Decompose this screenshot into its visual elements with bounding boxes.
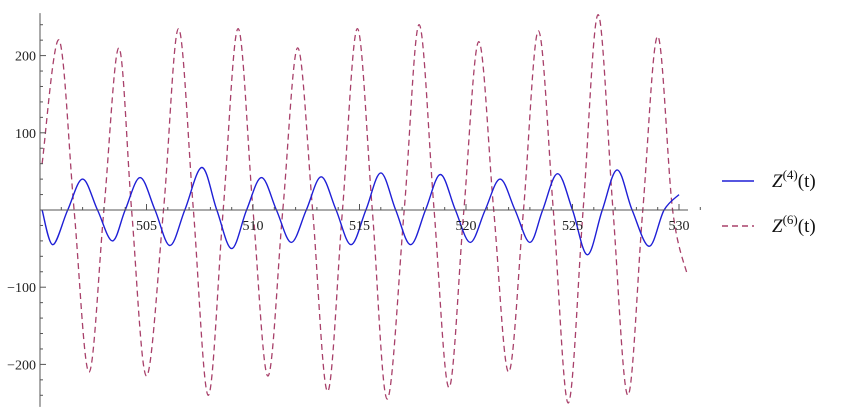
legend: Z(4)(t) Z(6)(t) (722, 167, 816, 237)
x-tick-label: 505 (136, 219, 157, 234)
x-tick-label: 520 (456, 219, 477, 234)
legend-label: Z(6)(t) (772, 212, 816, 237)
y-tick-label: 200 (15, 50, 36, 65)
y-tick-label: −100 (7, 281, 36, 296)
x-tick-label: 525 (562, 219, 583, 234)
series-layer (41, 14, 689, 404)
x-tick-label: 515 (349, 219, 370, 234)
series-line-z6 (41, 14, 689, 404)
series-line-z4 (41, 166, 680, 256)
y-tick-label: −200 (7, 358, 36, 373)
y-tick-label: 100 (15, 127, 36, 142)
x-tick-label: 530 (669, 219, 690, 234)
legend-label: Z(4)(t) (772, 167, 816, 192)
x-tick-label: 510 (243, 219, 264, 234)
axes: 505 510 515 520 525 530 −200 −100 100 200 (7, 13, 701, 407)
